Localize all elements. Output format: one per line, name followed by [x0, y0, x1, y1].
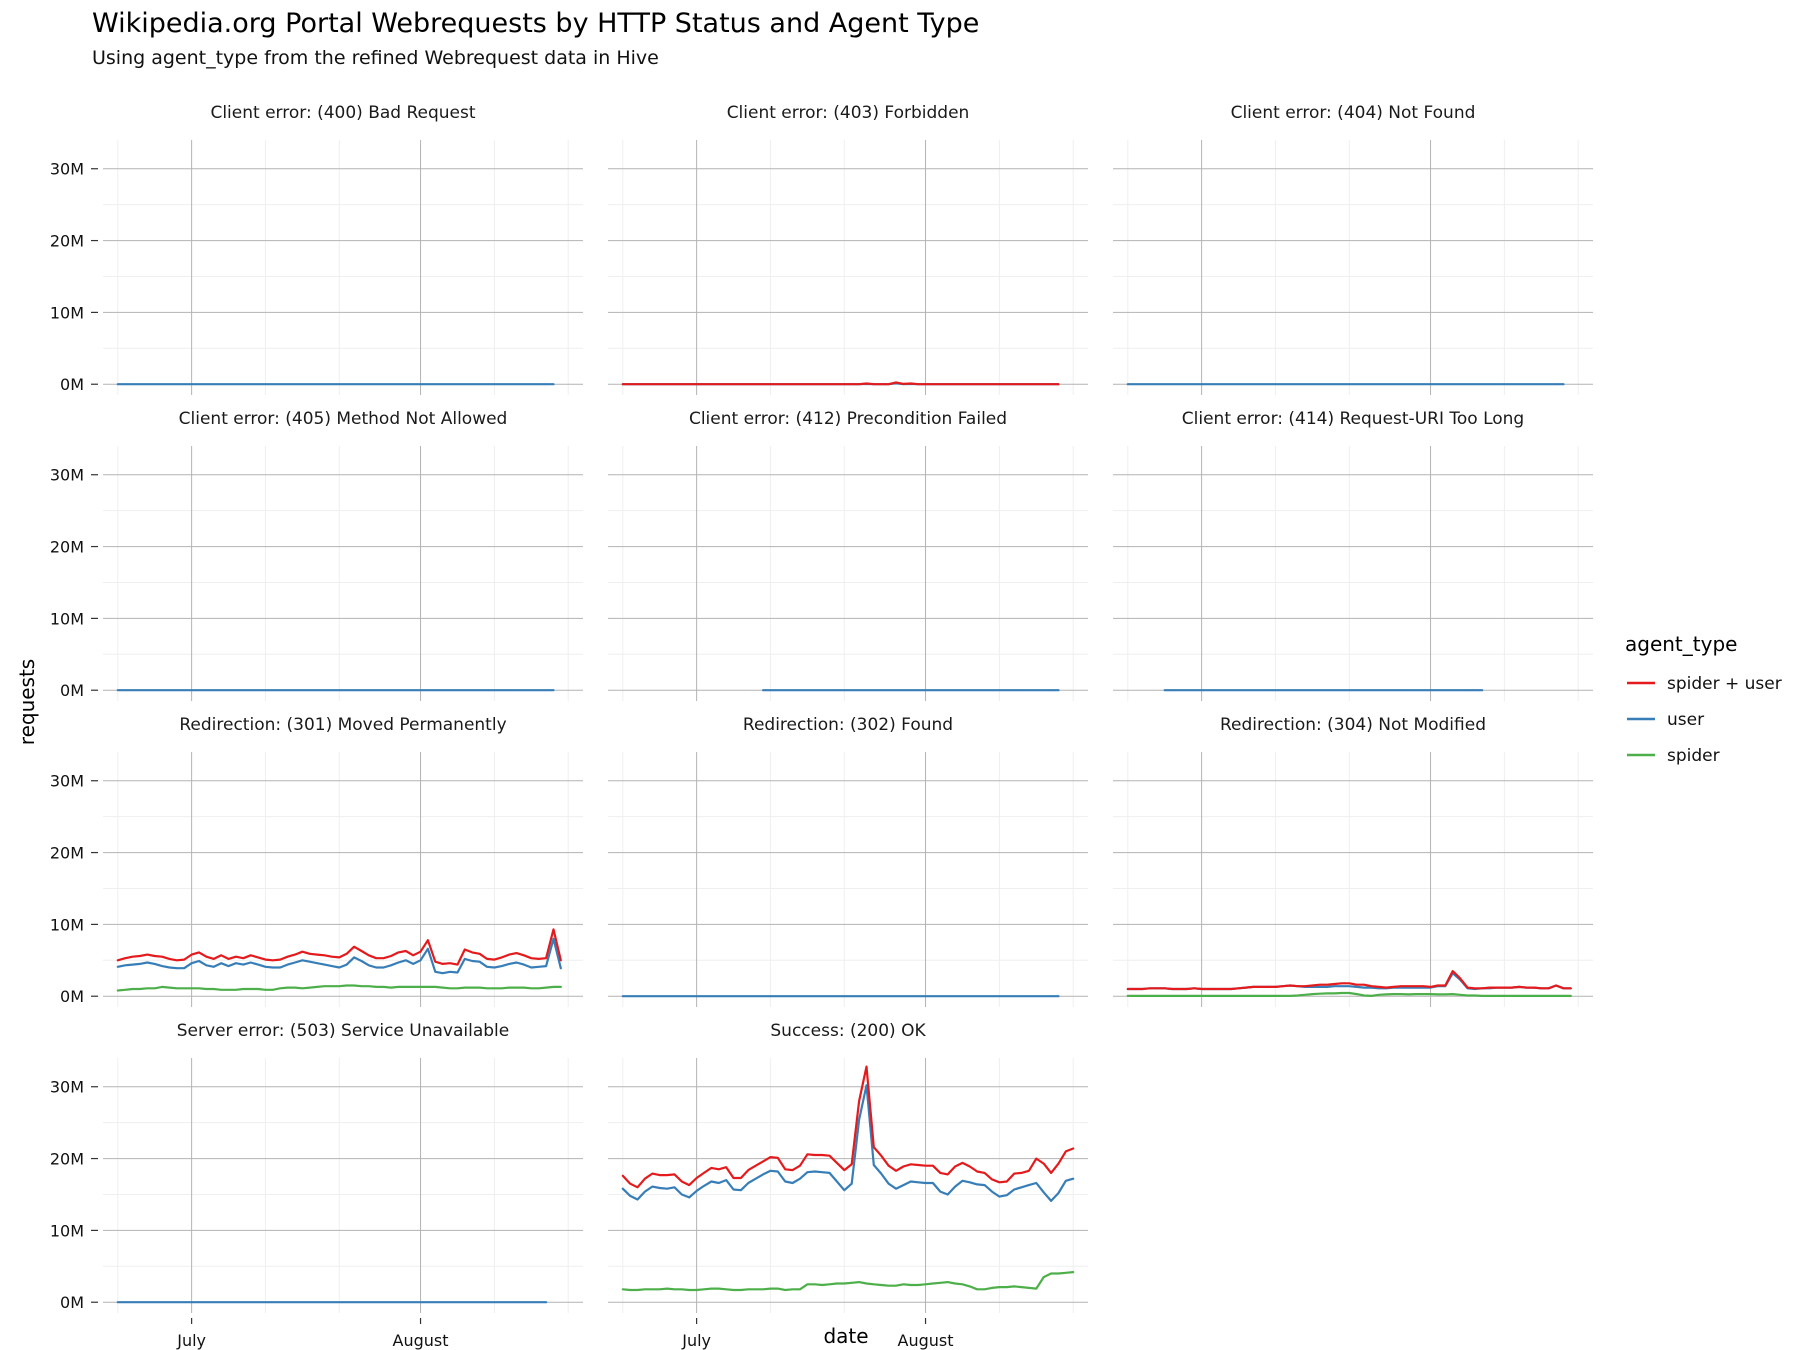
y-tick-label: 0M [60, 987, 84, 1006]
panel-strip-label: Client error: (403) Forbidden [727, 103, 970, 123]
y-tick-label: 10M [50, 303, 84, 322]
x-tick-label: August [393, 1331, 449, 1350]
panel: Client error: (405) Method Not Allowed 0M… [50, 409, 583, 701]
series-line-spider-user [621, 1065, 1075, 1189]
legend-label: spider [1667, 746, 1720, 766]
y-tick-label: 30M [50, 466, 84, 485]
legend-title: agent_type [1625, 632, 1737, 656]
y-tick-label: 10M [50, 915, 84, 934]
panel-strip-label: Client error: (412) Precondition Failed [689, 409, 1007, 429]
panel: Redirection: (302) Found [608, 715, 1088, 1007]
series-line-user [621, 1084, 1075, 1202]
panel: Redirection: (304) Not Modified [1113, 715, 1593, 1007]
panel-strip-label: Server error: (503) Service Unavailable [177, 1021, 509, 1041]
facet-panels: Client error: (400) Bad Request 0M 10M 20M 3… [50, 103, 1593, 1350]
y-tick-label: 20M [50, 844, 84, 863]
panel-strip-label: Redirection: (304) Not Modified [1220, 715, 1486, 735]
panel: Server error: (503) Service Unavailable 0… [50, 1021, 583, 1350]
y-tick-label: 0M [60, 375, 84, 394]
x-tick-label: August [898, 1331, 954, 1350]
series-line-spider-user [116, 928, 562, 966]
chart-title: Wikipedia.org Portal Webrequests by HTTP… [92, 8, 979, 39]
y-tick-label: 30M [50, 772, 84, 791]
series-line-spider [116, 984, 562, 992]
panel: Client error: (414) Request-URI Too Long [1113, 409, 1593, 701]
series-line-spider [1126, 991, 1572, 997]
y-tick-label: 0M [60, 681, 84, 700]
legend-label: spider + user [1667, 674, 1782, 694]
series-line-spider-user [1126, 970, 1572, 991]
legend-label: user [1667, 710, 1704, 730]
x-tick-label: July [681, 1331, 711, 1350]
y-tick-label: 30M [50, 1078, 84, 1097]
panel: Client error: (404) Not Found [1113, 103, 1593, 395]
chart-subtitle: Using agent_type from the refined Webreq… [92, 47, 659, 69]
panel: Client error: (400) Bad Request 0M 10M 20M 3… [50, 103, 583, 395]
y-tick-label: 30M [50, 160, 84, 179]
series-line-spider [621, 1271, 1075, 1292]
panel: Client error: (412) Precondition Failed [608, 409, 1088, 701]
panel: Redirection: (301) Moved Permanently 0M 10… [50, 715, 583, 1007]
y-tick-label: 10M [50, 1221, 84, 1240]
panel-strip-label: Client error: (400) Bad Request [210, 103, 475, 123]
panel-strip-label: Client error: (404) Not Found [1231, 103, 1476, 123]
y-tick-label: 0M [60, 1293, 84, 1312]
x-tick-label: July [176, 1331, 206, 1350]
y-tick-label: 20M [50, 232, 84, 251]
panel: Client error: (403) Forbidden [608, 103, 1088, 395]
y-tick-label: 20M [50, 1150, 84, 1169]
series-line-spider-user [621, 381, 1060, 386]
panel-strip-label: Client error: (405) Method Not Allowed [179, 409, 508, 429]
y-tick-label: 20M [50, 538, 84, 557]
panel-strip-label: Client error: (414) Request-URI Too Long [1182, 409, 1524, 429]
series-line-user [116, 937, 562, 975]
panel-strip-label: Success: (200) OK [770, 1021, 926, 1041]
panel-strip-label: Redirection: (302) Found [743, 715, 953, 735]
y-tick-label: 10M [50, 609, 84, 628]
panel: Success: (200) OK July August [608, 1021, 1088, 1350]
y-axis-title: requests [15, 659, 39, 745]
x-axis-title: date [823, 1324, 868, 1348]
panel-strip-label: Redirection: (301) Moved Permanently [179, 715, 506, 735]
legend: agent_type spider + user user spider [1625, 632, 1782, 766]
